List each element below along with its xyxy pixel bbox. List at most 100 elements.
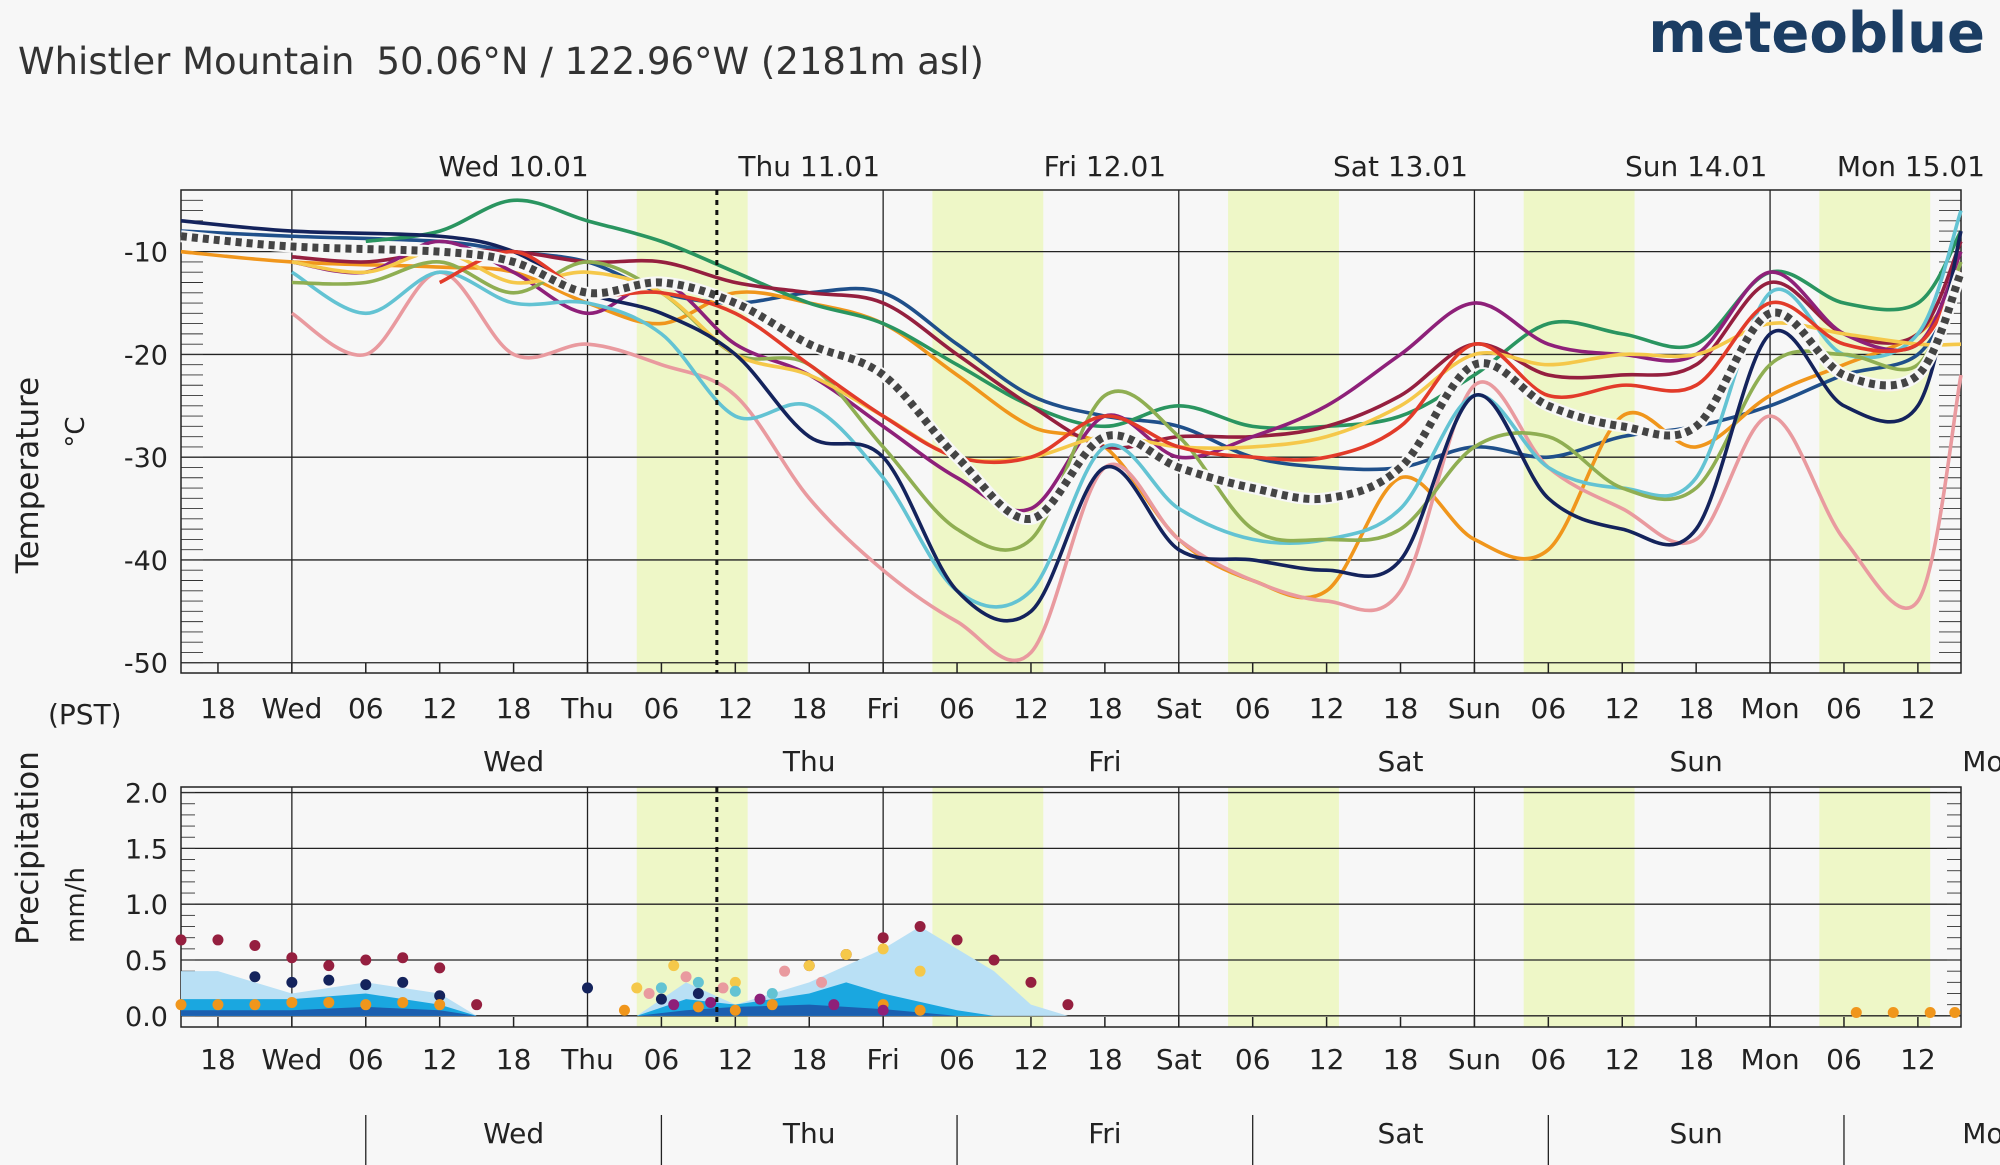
line-model-03: [365, 198, 1963, 431]
temp-x-tick-label: 06: [939, 692, 975, 725]
precipitation-areas: [181, 926, 1105, 1016]
temp-x-tick-label: 18: [1087, 692, 1123, 725]
daylight-band: [932, 190, 1044, 673]
precip-dot-model-06: [717, 982, 729, 994]
precip-y-tick-label: 0.5: [125, 946, 168, 977]
temp-x-tick-label: 06: [1235, 692, 1271, 725]
precip-dot-model-02: [766, 999, 778, 1011]
precip-dot-model-02: [1850, 1006, 1862, 1018]
precip-dot-model-06: [816, 976, 828, 988]
precip-dot-model-02: [914, 1004, 926, 1016]
temp-y-tick-label: -20: [124, 340, 168, 371]
precip-dot-model-09: [877, 943, 889, 955]
precip-dot-model-07: [729, 985, 741, 997]
temp-x-tick-label: Fri: [866, 692, 899, 725]
precip-x-tick-label: 18: [496, 1043, 532, 1076]
precip-dot-model-09: [803, 960, 815, 972]
precip-area-low: [181, 1004, 995, 1016]
precip-dot-model-04: [212, 934, 224, 946]
precip-x-tick-label: Thu: [560, 1043, 614, 1076]
temp-x-tick-label: 18: [496, 692, 532, 725]
precip-x-tick-label: 18: [1383, 1043, 1419, 1076]
precip-day-label: Sun: [1670, 745, 1723, 778]
precip-x-tick-label: 06: [1531, 1043, 1567, 1076]
precip-dot-model-02: [729, 1004, 741, 1016]
line-model-06: [290, 270, 1963, 663]
bottom-day-label: Wed: [483, 1117, 544, 1150]
precip-dot-model-10: [655, 993, 667, 1005]
precip-dot-model-02: [1949, 1006, 1961, 1018]
location-title: Whistler Mountain 50.06°N / 122.96°W (218…: [18, 40, 984, 83]
precip-dot-model-10: [323, 974, 335, 986]
precip-dot-model-06: [779, 965, 791, 977]
axis-labels: -10 -20 -30 -40 -50 0.0 0.5 1.0 1.5 2.0 18 18 Wed Wed…: [124, 150, 2000, 1165]
precip-dot-model-04: [1025, 976, 1037, 988]
line-model-08: [291, 260, 1963, 552]
precip-day-label: Mon: [1962, 745, 2000, 778]
precip-day-label: Wed: [483, 745, 544, 778]
precip-dot-model-02: [1887, 1006, 1899, 1018]
precip-dot-model-02: [692, 1001, 704, 1013]
bottom-day-label: Sat: [1378, 1117, 1424, 1150]
bottom-day-label: Mon: [1962, 1117, 2000, 1150]
precip-dot-model-10: [692, 988, 704, 1000]
precip-x-tick-label: 06: [644, 1043, 680, 1076]
timezone-label: (PST): [48, 698, 122, 731]
temperature-frame: [180, 189, 1962, 674]
temp-x-tick-label: Thu: [560, 692, 614, 725]
precip-dot-model-02: [249, 999, 261, 1011]
precip-day-label: Fri: [1088, 745, 1121, 778]
precip-x-tick-label: Sun: [1448, 1043, 1501, 1076]
precip-dot-model-07: [692, 976, 704, 988]
precip-dot-model-06: [680, 971, 692, 983]
precip-dot-model-02: [434, 999, 446, 1011]
precip-day-label: Sat: [1378, 745, 1424, 778]
temp-x-tick-label: Mon: [1741, 692, 1800, 725]
meteoblue-logo[interactable]: meteoblue: [1648, 1, 1985, 66]
precip-dot-model-05: [828, 999, 840, 1011]
temp-x-tick-label: 12: [1013, 692, 1049, 725]
precip-dot-model-06: [643, 988, 655, 1000]
precip-dot-model-10: [397, 976, 409, 988]
precip-x-tick-label: 06: [939, 1043, 975, 1076]
precipitation-unit: mm/h: [61, 867, 91, 943]
temp-x-tick-label: 12: [1309, 692, 1345, 725]
temp-y-tick-label: -30: [124, 443, 168, 474]
precip-dot-model-05: [705, 996, 717, 1008]
temperature-unit: °C: [61, 416, 91, 447]
precipitation-frame: [180, 786, 1962, 1028]
precip-x-tick-label: 12: [1309, 1043, 1345, 1076]
precip-x-tick-label: 12: [1900, 1043, 1936, 1076]
precip-dot-model-10: [434, 990, 446, 1002]
precip-dot-model-05: [754, 993, 766, 1005]
precip-x-tick-label: 18: [1087, 1043, 1123, 1076]
temp-x-tick-label: 18: [1383, 692, 1419, 725]
precip-y-tick-label: 2.0: [125, 779, 168, 810]
temp-y-tick-label: -40: [124, 546, 168, 577]
temp-x-tick-label: 12: [718, 692, 754, 725]
temp-x-tick-label: 06: [1531, 692, 1567, 725]
precip-x-tick-label: 18: [791, 1043, 827, 1076]
precip-dot-model-04: [1062, 999, 1074, 1011]
precip-dot-model-10: [582, 982, 594, 994]
precip-dot-model-07: [655, 982, 667, 994]
day-date-label: Mon 15.01: [1837, 150, 1985, 183]
temp-x-tick-label: 06: [644, 692, 680, 725]
temp-x-tick-label: 12: [1900, 692, 1936, 725]
temp-x-tick-label: 12: [422, 692, 458, 725]
precip-dot-model-04: [360, 954, 372, 966]
precip-dot-model-09: [729, 976, 741, 988]
line-model-11: [438, 249, 1963, 465]
precip-dot-model-02: [397, 996, 409, 1008]
day-date-label: Sun 14.01: [1625, 150, 1767, 183]
precipitation-member-dots: [175, 921, 1961, 1018]
precip-x-tick-label: 18: [200, 1043, 236, 1076]
temp-x-tick-label: 12: [1604, 692, 1640, 725]
precip-x-tick-label: Fri: [866, 1043, 899, 1076]
precip-dot-model-02: [175, 999, 187, 1011]
temp-y-tick-label: -10: [124, 238, 168, 269]
precip-dot-model-05: [877, 1004, 889, 1016]
day-date-label: Thu 11.01: [737, 150, 880, 183]
precip-dot-model-10: [360, 979, 372, 991]
